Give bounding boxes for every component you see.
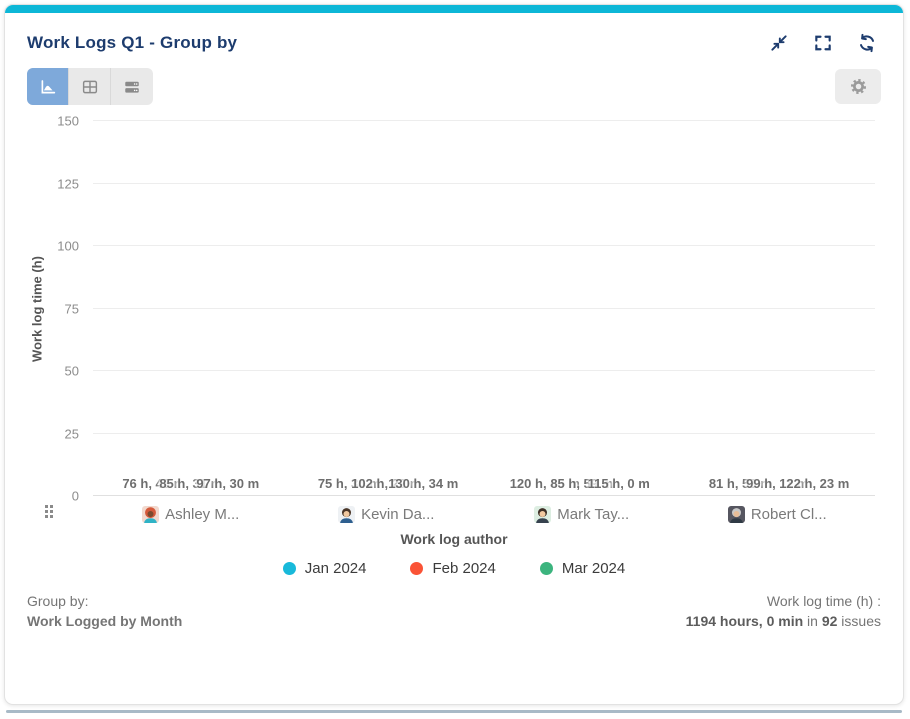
y-tick-label: 150 bbox=[57, 113, 79, 129]
bar-groups: 76 h, 48 m 85 h, 31 m 97 h, 30 m 75 h, 34 m… bbox=[93, 121, 875, 496]
refresh-icon[interactable] bbox=[857, 33, 877, 53]
grid-line bbox=[93, 120, 875, 121]
group-by-label: Group by: bbox=[27, 593, 89, 609]
x-category-label[interactable]: Kevin Da... bbox=[289, 506, 485, 523]
author-avatar-icon bbox=[142, 506, 160, 523]
widget-footer: Group by: Work Logged by Month Work log … bbox=[5, 577, 903, 632]
bar-value-label: 85 h, 31 m bbox=[159, 476, 223, 491]
widget-header: Work Logs Q1 - Group by bbox=[5, 13, 903, 53]
author-avatar-icon bbox=[727, 506, 745, 523]
widget-toolbar bbox=[5, 53, 903, 105]
bar-value-label: 130 h, 34 m bbox=[388, 476, 459, 491]
legend-dot bbox=[282, 562, 296, 575]
grid-line bbox=[93, 182, 875, 184]
author-avatar-icon bbox=[534, 506, 552, 523]
author-name: Robert Cl... bbox=[750, 506, 827, 523]
collapse-icon[interactable] bbox=[769, 33, 789, 53]
settings-button[interactable] bbox=[835, 69, 881, 104]
gear-icon bbox=[850, 78, 866, 95]
y-tick-label: 75 bbox=[64, 301, 79, 316]
total-label: Work log time (h) : bbox=[766, 593, 881, 609]
grid-line bbox=[93, 370, 875, 371]
bar-value-label: 85 h, 59 m bbox=[550, 476, 614, 491]
header-icons bbox=[769, 33, 877, 53]
work-logs-widget: Work Logs Q1 - Group by bbox=[4, 4, 904, 705]
grid-line bbox=[93, 307, 875, 309]
bar-value-label: 102 h, 29 m bbox=[351, 476, 422, 491]
y-tick-label: 25 bbox=[64, 426, 79, 441]
x-category-label[interactable]: Robert Cl... bbox=[680, 506, 876, 523]
x-axis-title: Work log author bbox=[400, 531, 508, 547]
y-tick-label: 0 bbox=[71, 488, 79, 504]
bar-value-label: 115 h, 0 m bbox=[587, 476, 650, 491]
legend-item[interactable]: Feb 2024 bbox=[410, 560, 496, 577]
total-summary: Work log time (h) : 1194 hours, 0 min in… bbox=[686, 591, 881, 632]
bar-value-label: 122 h, 23 m bbox=[779, 476, 850, 491]
y-axis-title: Work log time (h) bbox=[29, 255, 45, 362]
x-axis-labels: Ashley M... Kevin Da... Mark Tay... Robert … bbox=[93, 496, 875, 523]
bar-value-label: 76 h, 48 m bbox=[122, 476, 186, 491]
group-by-value: Work Logged by Month bbox=[27, 613, 183, 630]
legend-label: Feb 2024 bbox=[432, 560, 496, 577]
bar-value-label: 97 h, 30 m bbox=[196, 476, 260, 491]
widget-accent-strip bbox=[5, 5, 903, 13]
bar-value-label: 81 h, 53 m bbox=[708, 476, 772, 491]
author-avatar-icon bbox=[338, 506, 356, 523]
group-by-summary: Group by: Work Logged by Month bbox=[27, 591, 182, 632]
x-category-label[interactable]: Mark Tay... bbox=[484, 506, 680, 523]
y-tick-label: 50 bbox=[64, 363, 79, 379]
legend-dot bbox=[539, 562, 553, 575]
plot-area: Work log time (h) 0 25 50 75 100 125 150 76 h, … bbox=[30, 114, 875, 504]
legend-item[interactable]: Mar 2024 bbox=[539, 560, 626, 577]
legend-item[interactable]: Jan 2024 bbox=[282, 560, 367, 577]
author-name: Kevin Da... bbox=[361, 506, 435, 523]
drag-handle-icon[interactable] bbox=[45, 505, 53, 518]
legend-label: Mar 2024 bbox=[561, 560, 626, 577]
author-name: Mark Tay... bbox=[557, 506, 630, 523]
grid-line bbox=[93, 495, 875, 496]
rows-view-button[interactable] bbox=[111, 68, 153, 105]
next-widget-top-edge bbox=[6, 710, 902, 713]
fullscreen-icon[interactable] bbox=[813, 33, 833, 53]
table-view-button[interactable] bbox=[69, 68, 111, 105]
chart-view-button[interactable] bbox=[27, 68, 69, 105]
total-value: 1194 hours, 0 min in 92 issues bbox=[685, 613, 881, 630]
x-category-label[interactable]: Ashley M... bbox=[93, 506, 289, 523]
grid-line bbox=[93, 432, 875, 434]
bar-chart: Work log time (h) 0 25 50 75 100 125 150 76 h, … bbox=[5, 114, 903, 577]
legend-label: Jan 2024 bbox=[304, 560, 367, 577]
chart-legend: Jan 2024 Feb 2024 Mar 2024 bbox=[5, 560, 903, 577]
view-toggle-group bbox=[27, 68, 153, 105]
bar-value-label: 120 h, 46 m bbox=[509, 476, 580, 491]
bar-value-label: 75 h, 34 m bbox=[317, 476, 381, 491]
page-title: Work Logs Q1 - Group by bbox=[27, 33, 238, 52]
y-tick-label: 125 bbox=[57, 176, 79, 191]
legend-dot bbox=[410, 562, 424, 575]
grid-line bbox=[93, 245, 875, 246]
author-name: Ashley M... bbox=[165, 506, 240, 523]
y-tick-label: 100 bbox=[57, 238, 79, 254]
bar-value-label: 99 h, 11 m bbox=[746, 476, 809, 491]
